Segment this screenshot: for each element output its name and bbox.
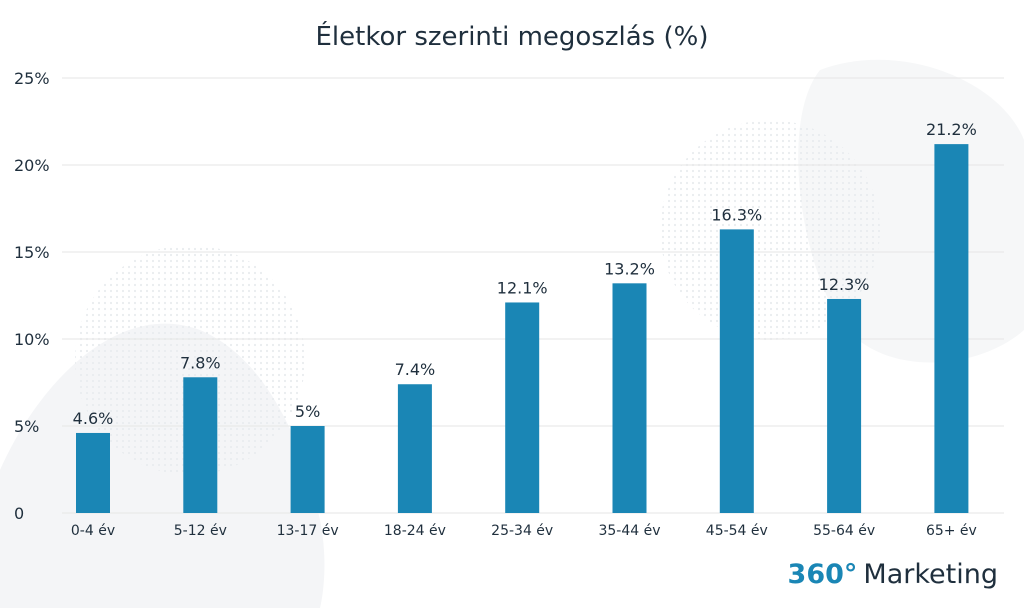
background-dots-left: [75, 245, 305, 475]
brand-logo: 360° Marketing: [788, 559, 998, 590]
bar: [505, 302, 540, 513]
data-label: 4.6%: [73, 409, 114, 428]
x-tick-label: 0-4 év: [71, 523, 115, 539]
chart-title: Életkor szerinti megoszlás (%): [315, 22, 709, 52]
data-label: 12.1%: [497, 278, 548, 297]
data-label: 7.8%: [180, 353, 221, 372]
data-label: 21.2%: [926, 120, 977, 139]
x-tick-label: 45-54 év: [706, 523, 768, 539]
x-tick-label: 5-12 év: [174, 523, 227, 539]
bar: [76, 432, 110, 513]
data-label: 16.3%: [711, 205, 762, 224]
x-tick-label: 65+ év: [926, 523, 977, 539]
data-label: 13.2%: [604, 259, 655, 278]
data-label: 5%: [295, 402, 320, 421]
bar: [719, 229, 754, 513]
x-tick-label: 18-24 év: [384, 523, 446, 539]
y-tick-label: 10%: [14, 330, 50, 349]
data-label: 12.3%: [819, 275, 870, 294]
y-tick-label: 20%: [14, 156, 50, 175]
y-tick-label: 15%: [14, 243, 50, 262]
bar: [612, 283, 647, 513]
y-tick-label: 25%: [14, 69, 50, 88]
y-tick-label: 5%: [14, 417, 39, 436]
brand-number: 360°: [787, 559, 858, 590]
x-tick-label: 25-34 év: [491, 523, 553, 539]
bar: [934, 144, 969, 513]
bar: [290, 426, 325, 513]
data-label: 7.4%: [395, 360, 436, 379]
x-tick-label: 13-17 év: [277, 523, 339, 539]
x-tick-label: 55-64 év: [813, 523, 875, 539]
y-tick-label: 0: [14, 504, 24, 523]
bar: [397, 384, 432, 513]
background-dots-right: [660, 120, 880, 340]
bar: [827, 298, 862, 513]
x-tick-label: 35-44 év: [598, 523, 660, 539]
bar: [183, 377, 218, 513]
brand-name: Marketing: [863, 559, 998, 590]
